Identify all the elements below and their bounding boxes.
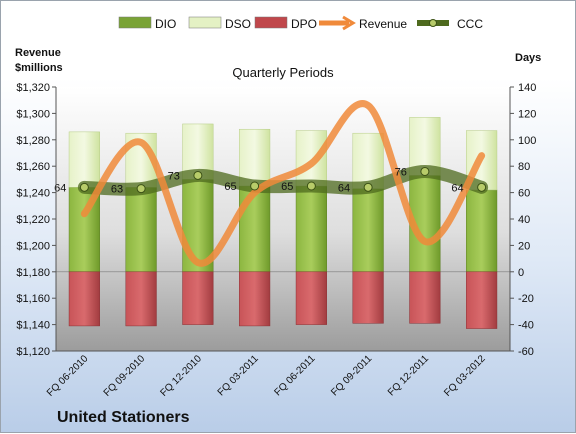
bar-dio — [466, 189, 498, 273]
ccc-marker — [136, 184, 146, 194]
ccc-data-label: 76 — [395, 166, 407, 178]
ccc-data-label: 64 — [451, 182, 463, 194]
ccc-marker — [477, 182, 487, 192]
legend-label: DIO — [155, 17, 176, 31]
company-name: United Stationers — [57, 409, 190, 426]
legend-label: Revenue — [359, 17, 407, 31]
legend-label: DSO — [225, 17, 251, 31]
x-tick-label: FQ 06-2011 — [273, 353, 318, 398]
right-tick-label: 20 — [518, 240, 530, 252]
ccc-marker — [420, 166, 430, 176]
ccc-data-label: 65 — [224, 181, 236, 193]
revenue-line — [80, 100, 486, 267]
left-tick-label: $1,220 — [16, 214, 50, 226]
legend-arrow-icon — [342, 15, 356, 31]
bar-dso — [295, 130, 327, 187]
left-tick-label: $1,140 — [16, 320, 50, 332]
x-tick-label: FQ 09-2010 — [102, 353, 148, 399]
legend-label: CCC — [457, 17, 483, 31]
ccc-data-label: 64 — [54, 182, 66, 194]
bar-dso — [239, 128, 271, 187]
right-tick-label: -60 — [518, 346, 534, 358]
legend-swatch-dso — [188, 16, 222, 29]
legend-marker-ccc — [429, 19, 437, 27]
left-tick-label: $1,180 — [16, 267, 50, 279]
bar-dpo — [68, 271, 100, 327]
left-tick-label: $1,280 — [16, 135, 50, 147]
x-tick-label: FQ 12-2011 — [386, 353, 431, 398]
ccc-line — [77, 164, 489, 196]
right-tick-label: 120 — [518, 108, 536, 120]
left-tick-label: $1,260 — [16, 161, 50, 173]
bar-dio — [295, 185, 327, 273]
left-tick-label: $1,240 — [16, 188, 50, 200]
right-tick-label: 40 — [518, 214, 530, 226]
right-tick-label: 100 — [518, 135, 536, 147]
chart-subtitle: Quarterly Periods — [232, 65, 334, 80]
ccc-data-label: 63 — [111, 184, 123, 196]
right-axis-title: Days — [515, 52, 541, 64]
x-tick-label: FQ 09-2011 — [329, 353, 374, 398]
bar-dpo — [295, 271, 327, 325]
left-tick-label: $1,320 — [16, 82, 50, 94]
left-tick-label: $1,120 — [16, 346, 50, 358]
bar-dio — [125, 187, 157, 273]
ccc-data-label: 64 — [338, 182, 350, 194]
bar-dpo — [239, 271, 271, 327]
legend-swatch-dio — [118, 16, 152, 29]
ccc-marker — [363, 182, 373, 192]
right-tick-label: -20 — [518, 293, 534, 305]
left-axis-title-line1: Revenue — [15, 47, 61, 59]
bar-dpo — [125, 271, 157, 327]
left-axis-title-line2: $millions — [15, 62, 63, 74]
left-tick-label: $1,160 — [16, 293, 50, 305]
ccc-marker — [79, 182, 89, 192]
ccc-data-label: 65 — [281, 181, 293, 193]
right-tick-label: 140 — [518, 82, 536, 94]
x-tick-label: FQ 03-2012 — [442, 353, 488, 399]
legend-label: DPO — [291, 17, 317, 31]
bar-dio — [239, 185, 271, 273]
right-tick-label: 80 — [518, 161, 530, 173]
right-tick-label: 60 — [518, 188, 530, 200]
bar-dpo — [352, 271, 384, 324]
plot-area — [56, 87, 510, 351]
bar-dso — [68, 131, 100, 188]
bar-dpo — [466, 271, 498, 329]
left-tick-label: $1,200 — [16, 240, 50, 252]
x-tick-label: FQ 06-2010 — [45, 353, 91, 399]
legend-swatch-dpo — [254, 16, 288, 29]
right-tick-label: -40 — [518, 320, 534, 332]
x-tick-label: FQ 12-2010 — [158, 353, 204, 399]
x-tick-label: FQ 03-2011 — [216, 353, 261, 398]
right-tick-label: 0 — [518, 267, 524, 279]
left-tick-label: $1,300 — [16, 108, 50, 120]
ccc-marker — [306, 181, 316, 191]
ccc-marker — [193, 170, 203, 180]
ccc-data-label: 73 — [168, 170, 180, 182]
bar-dio — [352, 188, 384, 273]
bar-dpo — [182, 271, 214, 325]
ccc-marker — [250, 181, 260, 191]
bar-dpo — [409, 271, 441, 324]
